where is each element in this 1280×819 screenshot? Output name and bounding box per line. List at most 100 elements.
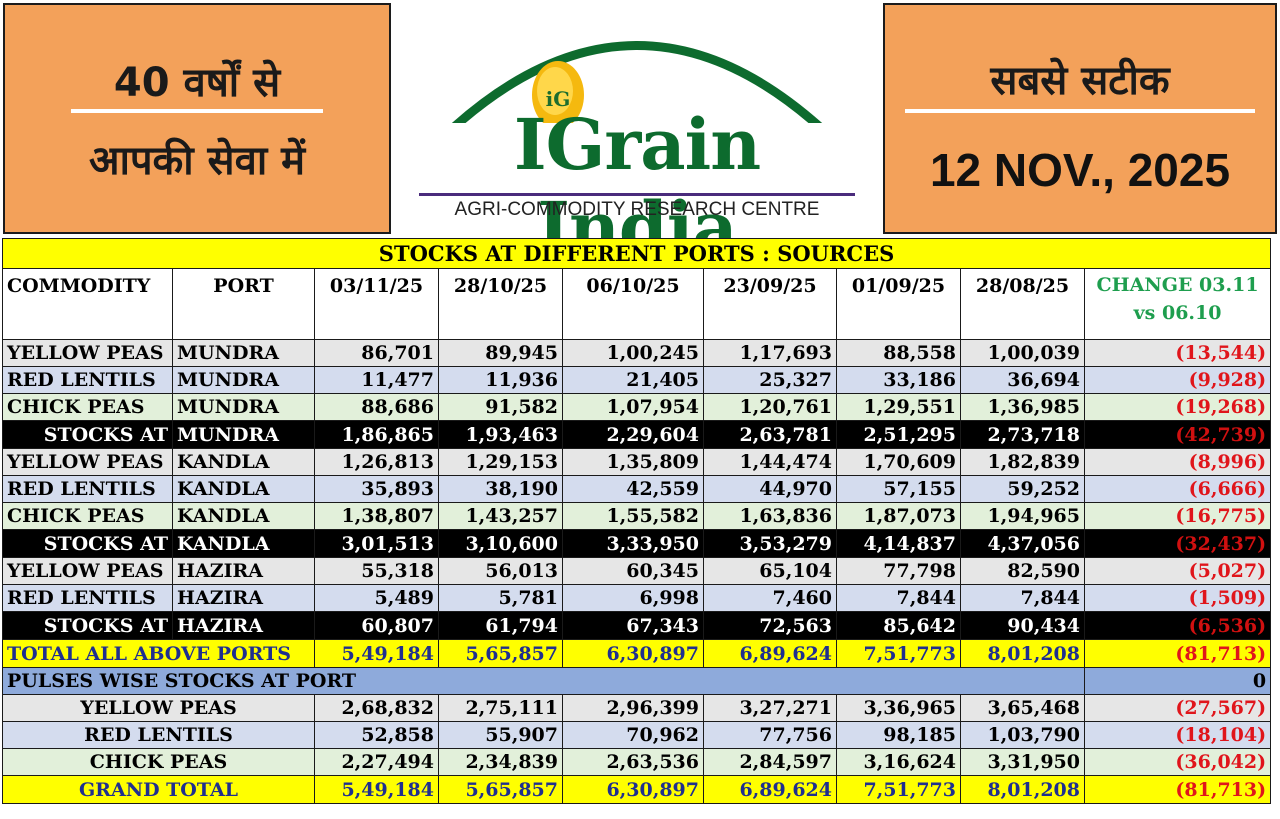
stock-value-cell: 57,155 bbox=[836, 475, 961, 503]
stock-value-cell: 1,00,245 bbox=[562, 339, 704, 367]
stock-value-cell: 52,858 bbox=[314, 721, 439, 749]
stocks-table-wrapper: STOCKS AT DIFFERENT PORTS : SOURCES COMM… bbox=[1, 238, 1272, 804]
port-cell: HAZIRA bbox=[172, 557, 315, 585]
stock-value-cell: 8,01,208 bbox=[960, 775, 1085, 804]
commodity-cell: RED LENTILS bbox=[2, 584, 173, 612]
stock-value-cell: 5,489 bbox=[314, 584, 439, 612]
stock-value-cell: 98,185 bbox=[836, 721, 961, 749]
stock-value-cell: 72,563 bbox=[703, 611, 837, 640]
report-date: 12 NOV., 2025 bbox=[929, 144, 1231, 196]
change-cell: (9,928) bbox=[1083, 366, 1272, 394]
stock-value-cell: 1,63,836 bbox=[703, 502, 837, 530]
port-cell: KANDLA bbox=[172, 502, 315, 530]
stock-value-cell: 5,49,184 bbox=[314, 775, 439, 804]
right-divider bbox=[905, 109, 1255, 113]
pulse-row: RED LENTILS 52,858 55,907 70,962 77,756 98,18… bbox=[2, 721, 1272, 749]
left-tagline-line1: 40 वर्षों से bbox=[113, 60, 281, 106]
stock-value-cell: 77,756 bbox=[703, 721, 837, 749]
stock-value-cell: 89,945 bbox=[438, 339, 563, 367]
commodity-cell: STOCKS AT bbox=[2, 420, 173, 449]
stock-value-cell: 7,51,773 bbox=[836, 639, 961, 668]
stock-value-cell: 1,26,813 bbox=[314, 448, 439, 476]
port-subtotal-row: STOCKS AT KANDLA 3,01,513 3,10,600 3,33,950 3… bbox=[2, 529, 1272, 558]
stock-value-cell: 1,03,790 bbox=[960, 721, 1085, 749]
port-cell: MUNDRA bbox=[172, 393, 315, 421]
stock-value-cell: 33,186 bbox=[836, 366, 961, 394]
change-header-line1: CHANGE 03.11 bbox=[1096, 274, 1259, 296]
col-date-header: 06/10/25 bbox=[562, 268, 704, 340]
stock-value-cell: 61,794 bbox=[438, 611, 563, 640]
stock-value-cell: 2,63,536 bbox=[562, 748, 704, 776]
stock-value-cell: 1,94,965 bbox=[960, 502, 1085, 530]
stock-value-cell: 1,07,954 bbox=[562, 393, 704, 421]
change-cell: (8,996) bbox=[1083, 448, 1272, 476]
igrain-logo: iG IGrain India AGRI-COMMODITY RESEARCH … bbox=[391, 3, 883, 269]
stock-value-cell: 6,89,624 bbox=[703, 775, 837, 804]
stock-value-cell: 7,460 bbox=[703, 584, 837, 612]
stock-value-cell: 5,49,184 bbox=[314, 639, 439, 668]
col-date-header: 28/10/25 bbox=[438, 268, 563, 340]
col-change-header: CHANGE 03.11 vs 06.10 bbox=[1083, 268, 1272, 340]
stock-value-cell: 1,35,809 bbox=[562, 448, 704, 476]
stock-value-cell: 88,686 bbox=[314, 393, 439, 421]
stock-value-cell: 82,590 bbox=[960, 557, 1085, 585]
stock-value-cell: 2,75,111 bbox=[438, 694, 563, 722]
change-cell: (6,536) bbox=[1083, 611, 1272, 640]
port-cell: KANDLA bbox=[172, 475, 315, 503]
stock-value-cell: 3,53,279 bbox=[703, 529, 837, 558]
stock-value-cell: 65,104 bbox=[703, 557, 837, 585]
stock-value-cell: 11,936 bbox=[438, 366, 563, 394]
commodity-cell: RED LENTILS bbox=[2, 366, 173, 394]
commodity-cell: STOCKS AT bbox=[2, 611, 173, 640]
grand-total-label: GRAND TOTAL bbox=[2, 775, 315, 804]
change-header-line2: vs 06.10 bbox=[1133, 302, 1222, 324]
stock-value-cell: 4,37,056 bbox=[960, 529, 1085, 558]
port-cell: KANDLA bbox=[172, 529, 315, 558]
stock-value-cell: 3,10,600 bbox=[438, 529, 563, 558]
change-cell: (16,775) bbox=[1083, 502, 1272, 530]
stock-value-cell: 6,30,897 bbox=[562, 639, 704, 668]
port-cell: HAZIRA bbox=[172, 584, 315, 612]
col-date-header: 03/11/25 bbox=[314, 268, 439, 340]
logo-badge-text: iG bbox=[545, 87, 571, 111]
table-row: RED LENTILS MUNDRA 11,477 11,936 21,405 25,32… bbox=[2, 366, 1272, 394]
table-row: YELLOW PEAS MUNDRA 86,701 89,945 1,00,245 1,1… bbox=[2, 339, 1272, 367]
stock-value-cell: 77,798 bbox=[836, 557, 961, 585]
stock-value-cell: 1,55,582 bbox=[562, 502, 704, 530]
stock-value-cell: 1,43,257 bbox=[438, 502, 563, 530]
stock-value-cell: 7,844 bbox=[836, 584, 961, 612]
stock-value-cell: 90,434 bbox=[960, 611, 1085, 640]
stock-value-cell: 1,00,039 bbox=[960, 339, 1085, 367]
stock-value-cell: 2,27,494 bbox=[314, 748, 439, 776]
change-cell: (32,437) bbox=[1083, 529, 1272, 558]
table-row: RED LENTILS KANDLA 35,893 38,190 42,559 44,97… bbox=[2, 475, 1272, 503]
stock-value-cell: 36,694 bbox=[960, 366, 1085, 394]
stock-value-cell: 3,27,271 bbox=[703, 694, 837, 722]
stock-value-cell: 91,582 bbox=[438, 393, 563, 421]
commodity-cell: CHICK PEAS bbox=[2, 393, 173, 421]
brand-tagline: AGRI-COMMODITY RESEARCH CENTRE bbox=[454, 199, 820, 220]
stock-value-cell: 86,701 bbox=[314, 339, 439, 367]
right-orange-panel: सबसे सटीक 12 NOV., 2025 bbox=[883, 3, 1277, 234]
stock-value-cell: 1,93,463 bbox=[438, 420, 563, 449]
stock-value-cell: 59,252 bbox=[960, 475, 1085, 503]
left-tagline-line2: आपकी सेवा में bbox=[88, 138, 306, 184]
stock-value-cell: 2,29,604 bbox=[562, 420, 704, 449]
port-subtotal-row: STOCKS AT HAZIRA 60,807 61,794 67,343 72,563 8… bbox=[2, 611, 1272, 640]
col-port-header: PORT bbox=[172, 268, 315, 340]
stock-value-cell: 8,01,208 bbox=[960, 639, 1085, 668]
pulse-row: CHICK PEAS 2,27,494 2,34,839 2,63,536 2,84,5… bbox=[2, 748, 1272, 776]
pulse-label: YELLOW PEAS bbox=[2, 694, 315, 722]
port-cell: MUNDRA bbox=[172, 420, 315, 449]
logo-arc-icon bbox=[451, 41, 823, 123]
stock-value-cell: 4,14,837 bbox=[836, 529, 961, 558]
brand-underline bbox=[419, 193, 855, 196]
stock-value-cell: 6,30,897 bbox=[562, 775, 704, 804]
port-cell: HAZIRA bbox=[172, 611, 315, 640]
stock-value-cell: 67,343 bbox=[562, 611, 704, 640]
commodity-cell: RED LENTILS bbox=[2, 475, 173, 503]
stock-value-cell: 25,327 bbox=[703, 366, 837, 394]
col-date-header: 23/09/25 bbox=[703, 268, 837, 340]
stock-value-cell: 2,51,295 bbox=[836, 420, 961, 449]
commodity-cell: YELLOW PEAS bbox=[2, 339, 173, 367]
